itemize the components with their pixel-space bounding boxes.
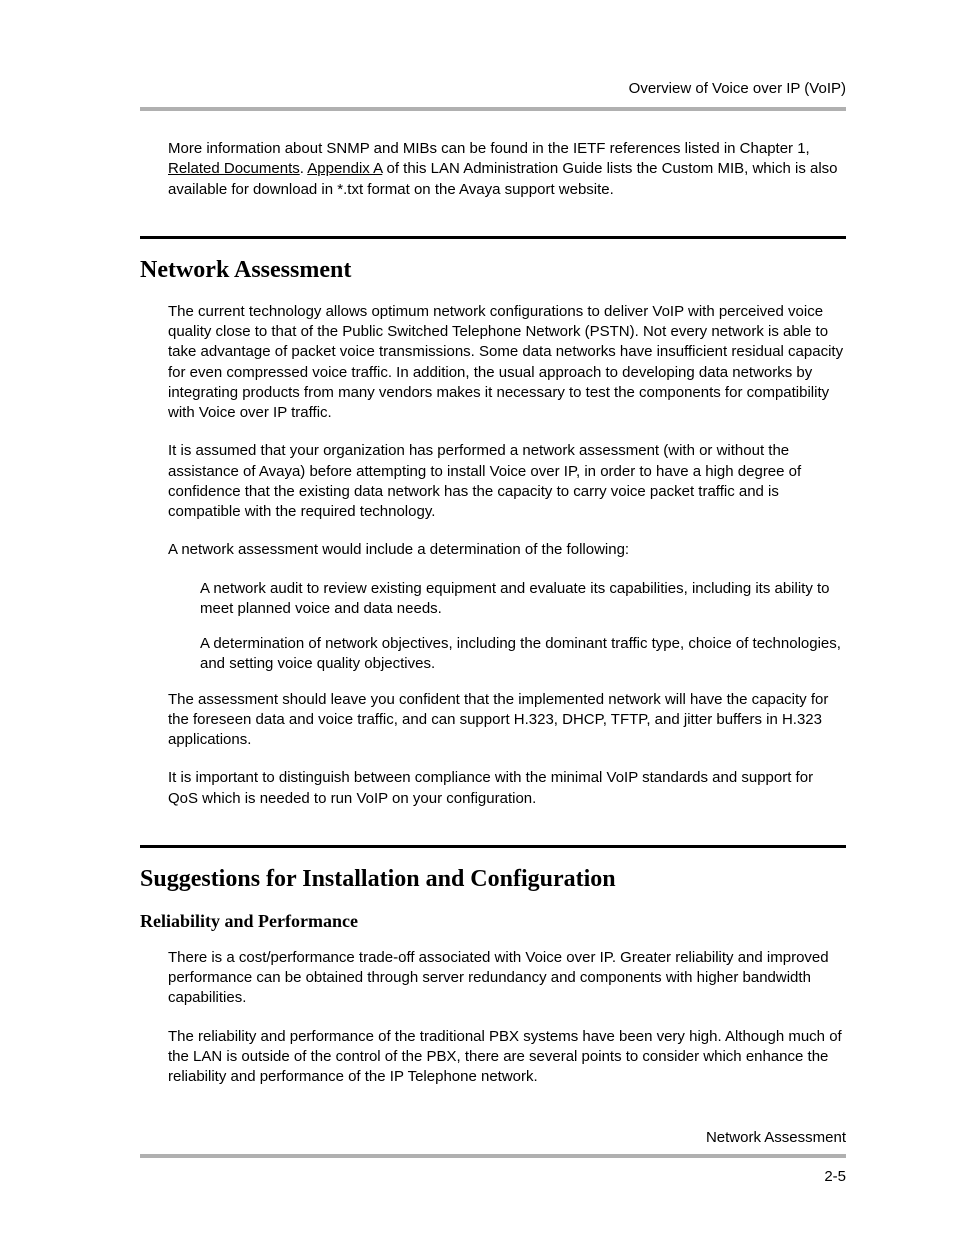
section-suggestions: Suggestions for Installation and Configu… xyxy=(140,845,846,1088)
heading-suggestions: Suggestions for Installation and Configu… xyxy=(140,866,846,893)
link-related-documents[interactable]: Related Documents xyxy=(168,160,300,177)
body-paragraph: The current technology allows optimum ne… xyxy=(168,302,846,424)
heading-network-assessment: Network Assessment xyxy=(140,257,846,284)
body-paragraph: The reliability and performance of the t… xyxy=(168,1027,846,1088)
footer-rule xyxy=(140,1154,846,1158)
page-number: 2-5 xyxy=(140,1168,846,1185)
link-appendix-a[interactable]: Appendix A xyxy=(307,160,382,177)
page-footer: Network Assessment 2-5 xyxy=(140,1129,846,1185)
section-network-assessment: Network Assessment The current technolog… xyxy=(140,236,846,809)
body-paragraph: A network assessment would include a det… xyxy=(168,540,846,560)
header-chapter-title: Overview of Voice over IP (VoIP) xyxy=(140,80,846,97)
header-rule xyxy=(140,107,846,111)
body-paragraph: It is assumed that your organization has… xyxy=(168,441,846,522)
list-item: A determination of network objectives, i… xyxy=(200,634,846,675)
body-paragraph: There is a cost/performance trade-off as… xyxy=(168,948,846,1009)
body-paragraph: The assessment should leave you confiden… xyxy=(168,690,846,751)
intro-text-pre: More information about SNMP and MIBs can… xyxy=(168,140,810,157)
intro-paragraph: More information about SNMP and MIBs can… xyxy=(168,139,846,200)
footer-section-title: Network Assessment xyxy=(140,1129,846,1146)
list-item: A network audit to review existing equip… xyxy=(200,579,846,620)
subheading-reliability: Reliability and Performance xyxy=(140,911,846,932)
section-rule xyxy=(140,236,846,239)
section-rule xyxy=(140,845,846,848)
body-paragraph: It is important to distinguish between c… xyxy=(168,768,846,809)
document-page: Overview of Voice over IP (VoIP) More in… xyxy=(0,0,954,1235)
